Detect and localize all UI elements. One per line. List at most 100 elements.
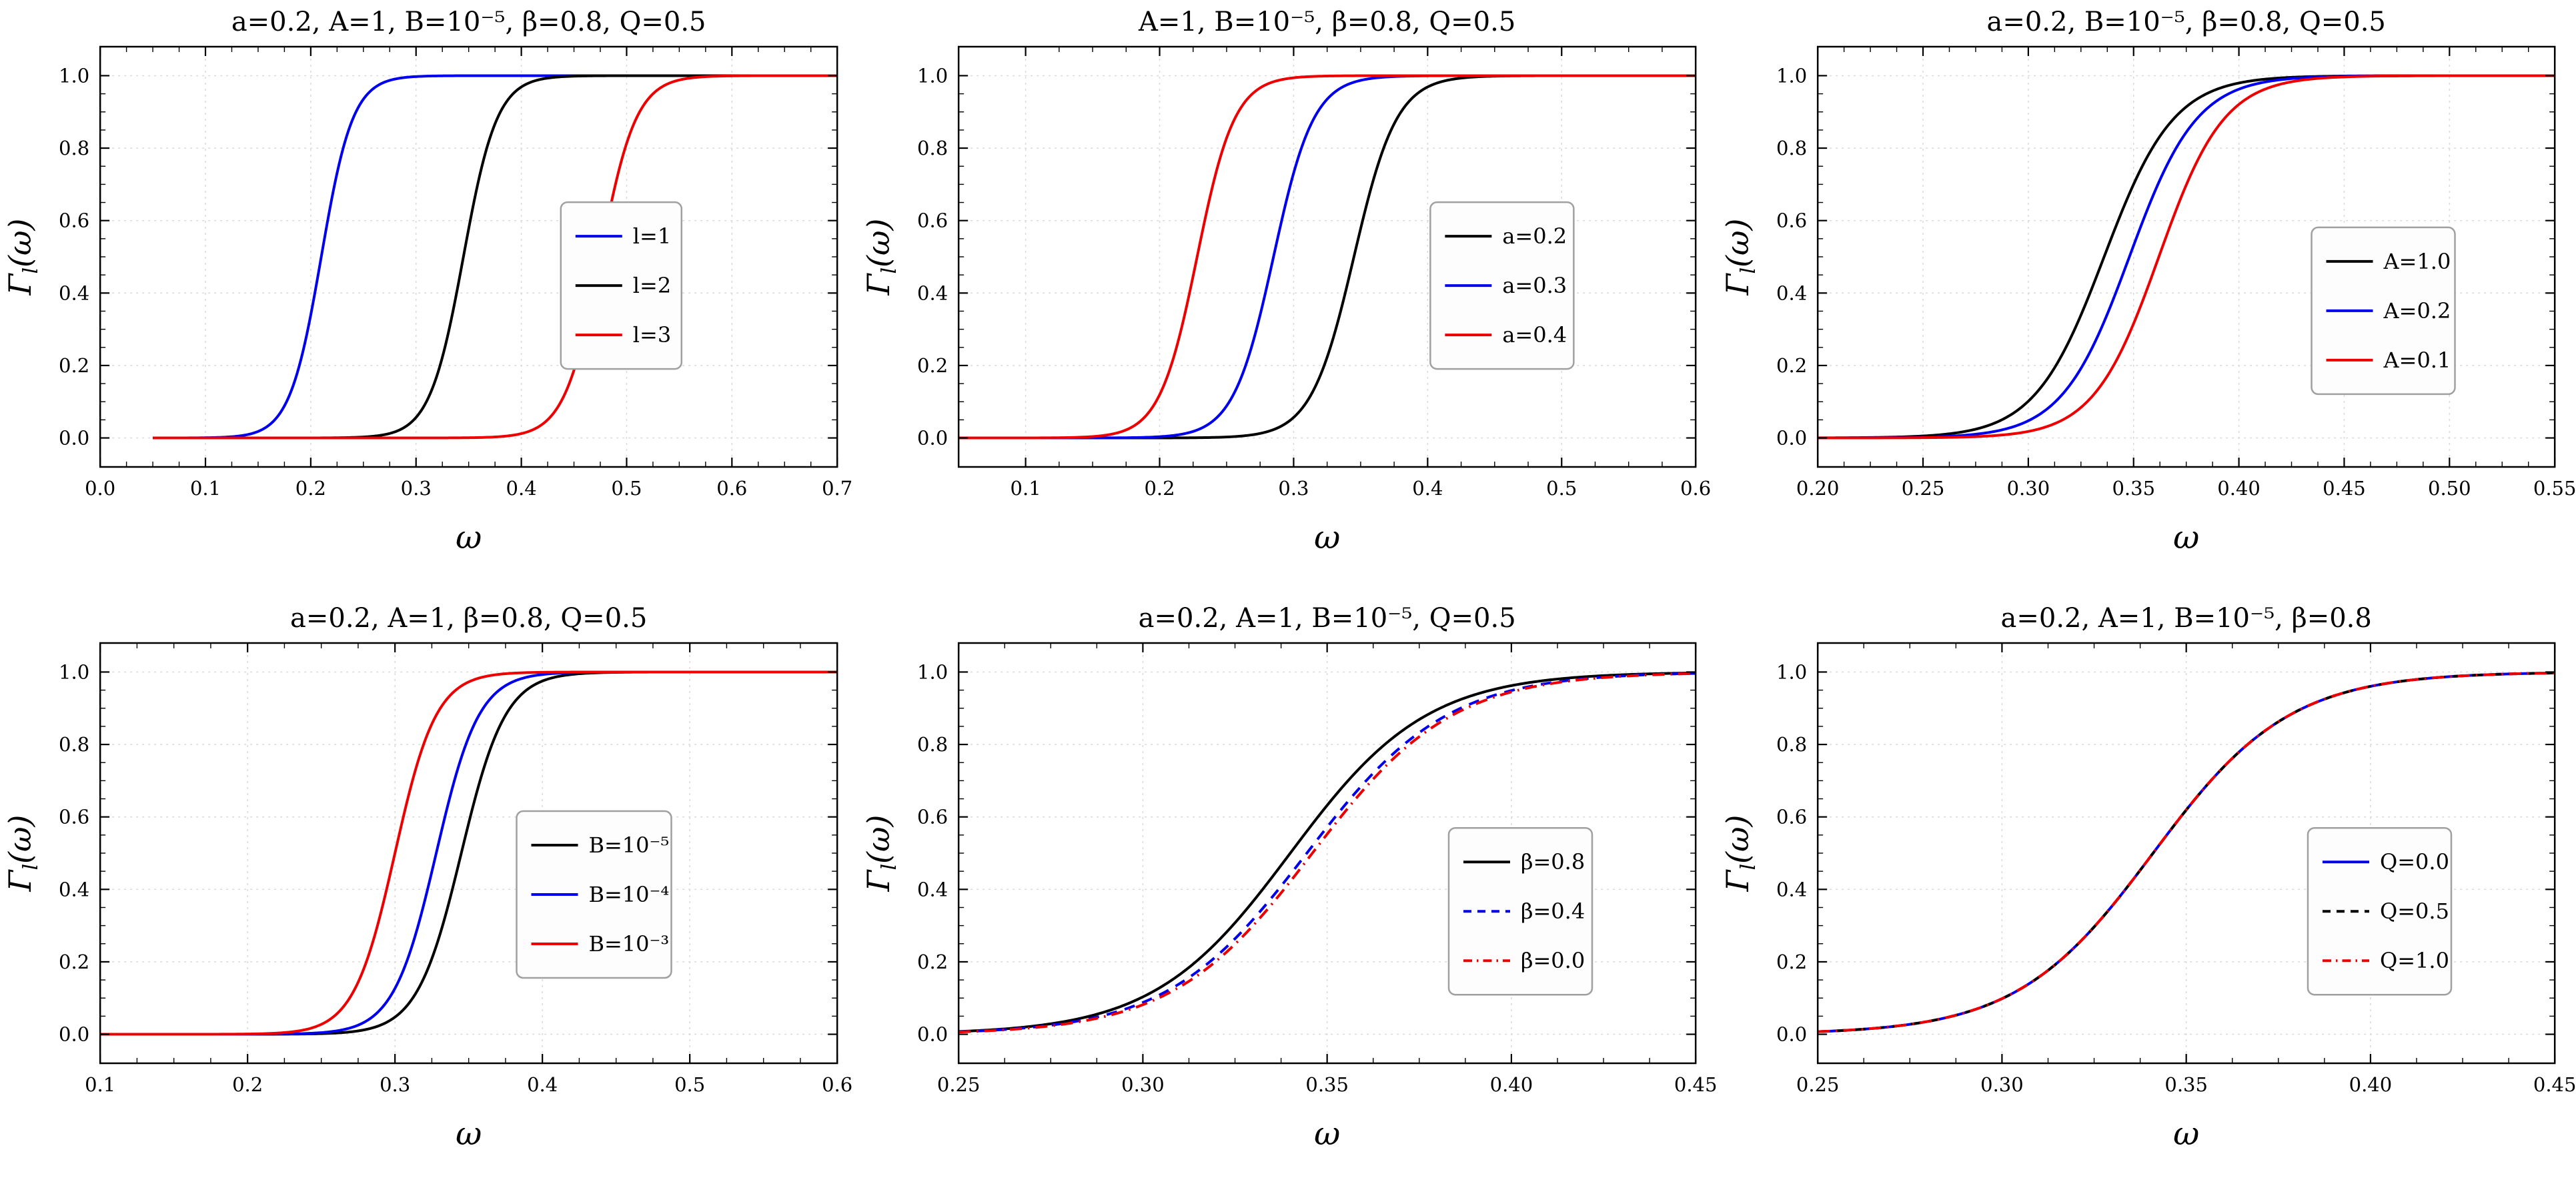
minor-ticks	[958, 642, 1696, 1063]
curve-q-1-0	[1817, 671, 2555, 1033]
curves	[1817, 671, 2555, 1033]
y-label-gamma: Γ	[1720, 272, 1756, 295]
curves	[1817, 74, 2555, 440]
x-tick-label: 0.4	[506, 477, 537, 500]
panel-title: a=0.2, A=1, B=10⁻⁵, β=0.8	[2000, 603, 2371, 634]
panel-top-middle: 0.1 0.2 0.3 0.4 0.5 0.6 0.0 0.2 0.4 0.6 0.8 1.0 A=1,…	[858, 0, 1718, 596]
legend-label: a=0.2	[1503, 223, 1567, 249]
curve-l-3	[153, 74, 838, 440]
curve--0-8	[958, 671, 1696, 1033]
major-ticks	[958, 47, 1697, 467]
legend: a=0.2 a=0.3 a=0.4	[1429, 201, 1575, 370]
tick-labels: 0.25 0.30 0.35 0.40 0.45 0.0 0.2 0.4 0.6 0.8 1.0	[1776, 660, 2576, 1096]
legend-label: Q=0.5	[2380, 899, 2449, 924]
panel-svg-3: 0.1 0.2 0.3 0.4 0.5 0.6 0.0 0.2 0.4 0.6 0.8 1.0 a=0.…	[0, 596, 859, 1192]
y-tick-label: 0.4	[917, 878, 948, 901]
x-tick-label: 0.40	[1490, 1073, 1533, 1096]
y-label-rest: (ω)	[1720, 219, 1756, 267]
minor-ticks	[1817, 642, 2555, 1063]
y-tick-label: 0.2	[59, 354, 89, 377]
panel-title: a=0.2, B=10⁻⁵, β=0.8, Q=0.5	[1986, 7, 2385, 37]
y-tick-label: 0.6	[59, 209, 89, 232]
major-ticks	[1816, 642, 2555, 1063]
x-tick-label: 0.25	[1796, 1073, 1840, 1096]
y-tick-label: 0.6	[1776, 209, 1807, 232]
x-tick-label: 0.20	[1796, 477, 1840, 500]
y-label-sub: l	[19, 267, 43, 274]
legend-box	[2307, 826, 2452, 995]
x-axis-label: ω	[1314, 1115, 1340, 1153]
y-label-sub: l	[19, 863, 43, 870]
x-tick-label: 0.0	[85, 477, 115, 500]
x-tick-label: 0.5	[674, 1073, 705, 1096]
x-tick-label: 0.25	[937, 1073, 981, 1096]
y-tick-label: 0.0	[917, 1023, 948, 1045]
panel-bottom-middle: 0.25 0.30 0.35 0.40 0.45 0.0 0.2 0.4 0.6 0.8 1.0 a=…	[858, 596, 1718, 1192]
legend-label: l=3	[633, 322, 671, 348]
legend: B=10⁻⁵ B=10⁻⁴ B=10⁻³	[516, 810, 672, 979]
x-tick-label: 0.2	[295, 477, 326, 500]
x-tick-label: 0.25	[1901, 477, 1944, 500]
curve-a-0-4	[958, 74, 1696, 440]
legend-label: a=0.4	[1503, 322, 1567, 348]
y-label-rest: (ω)	[2, 219, 38, 267]
tick-labels: 0.20 0.25 0.30 0.35 0.40 0.45 0.50 0.55 0.0 0.2 0.…	[1776, 64, 2576, 500]
x-tick-label: 0.45	[2533, 1073, 2576, 1096]
legend-label: β=0.8	[1521, 849, 1585, 874]
y-tick-label: 0.8	[1776, 137, 1807, 159]
x-tick-label: 0.45	[2323, 477, 2366, 500]
x-tick-label: 0.6	[1680, 477, 1711, 500]
minor-ticks	[100, 47, 838, 467]
y-label-gamma: Γ	[860, 272, 896, 295]
x-axis-label: ω	[2173, 1115, 2199, 1153]
legend: l=1 l=2 l=3	[560, 201, 683, 370]
x-tick-label: 0.30	[1980, 1073, 2024, 1096]
x-tick-label: 0.45	[1674, 1073, 1717, 1096]
x-tick-label: 0.40	[2217, 477, 2261, 500]
x-tick-label: 0.1	[85, 1073, 115, 1096]
y-tick-label: 1.0	[917, 660, 948, 683]
y-axis-label: Γl(ω)	[2, 814, 43, 892]
y-axis-label: Γl(ω)	[2, 219, 43, 296]
legend-box	[1429, 201, 1575, 370]
x-tick-label: 0.50	[2428, 477, 2471, 500]
y-label-gamma: Γ	[2, 272, 38, 295]
y-tick-label: 0.0	[59, 427, 89, 450]
legend-label: A=0.2	[2383, 298, 2451, 324]
x-axis-label: ω	[456, 1115, 482, 1153]
y-tick-label: 0.0	[59, 1023, 89, 1045]
panel-svg-4: 0.25 0.30 0.35 0.40 0.45 0.0 0.2 0.4 0.6 0.8 1.0 a=…	[858, 596, 1718, 1192]
curves	[153, 74, 838, 440]
panel-svg-0: 0.0 0.1 0.2 0.3 0.4 0.5 0.6 0.7 0.0 0.2 0.4 0.6 0.8 1…	[0, 0, 859, 596]
x-tick-label: 0.6	[716, 477, 747, 500]
y-label-sub: l	[878, 267, 901, 274]
y-tick-label: 1.0	[1776, 64, 1807, 87]
legend: β=0.8 β=0.4 β=0.0	[1448, 826, 1593, 995]
x-tick-label: 0.5	[1547, 477, 1577, 500]
legend-label: β=0.4	[1521, 899, 1585, 924]
x-tick-label: 0.35	[1306, 1073, 1349, 1096]
panel-title: a=0.2, A=1, β=0.8, Q=0.5	[290, 603, 647, 634]
y-tick-label: 0.8	[59, 733, 89, 756]
x-tick-label: 0.30	[2006, 477, 2050, 500]
legend: Q=0.0 Q=0.5 Q=1.0	[2307, 826, 2452, 995]
panel-title: a=0.2, A=1, B=10⁻⁵, Q=0.5	[1139, 603, 1516, 634]
x-tick-label: 0.6	[822, 1073, 852, 1096]
x-tick-label: 0.3	[380, 1073, 410, 1096]
legend-label: l=1	[633, 223, 671, 249]
minor-ticks	[100, 642, 838, 1063]
x-tick-label: 0.3	[401, 477, 432, 500]
y-tick-label: 0.4	[1776, 878, 1807, 901]
y-label-gamma: Γ	[860, 868, 896, 892]
x-tick-label: 0.4	[527, 1073, 558, 1096]
panel-svg-2: 0.20 0.25 0.30 0.35 0.40 0.45 0.50 0.55 0.0 0.2 0.…	[1717, 0, 2576, 596]
x-tick-label: 0.40	[2349, 1073, 2392, 1096]
legend-label: B=10⁻³	[588, 931, 669, 957]
legend: A=1.0 A=0.2 A=0.1	[2310, 226, 2456, 396]
y-tick-label: 1.0	[1776, 660, 1807, 683]
y-label-rest: (ω)	[2, 814, 38, 863]
x-tick-label: 0.5	[611, 477, 642, 500]
x-tick-label: 0.2	[1145, 477, 1175, 500]
x-tick-label: 0.55	[2533, 477, 2576, 500]
legend-label: Q=0.0	[2380, 849, 2449, 874]
